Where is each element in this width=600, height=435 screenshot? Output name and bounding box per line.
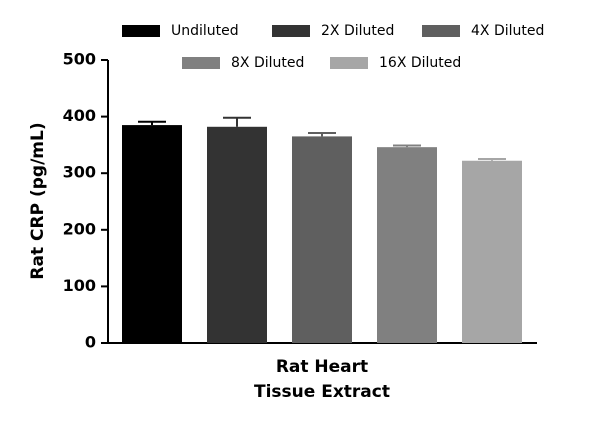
bar (462, 160, 522, 343)
legend-swatch (422, 25, 460, 37)
y-tick-label: 100 (63, 276, 96, 295)
legend-swatch (272, 25, 310, 37)
error-bar (478, 158, 506, 161)
legend-label: 4X Diluted (471, 23, 544, 39)
legend-label: Undiluted (171, 23, 239, 39)
legend-label: 8X Diluted (231, 55, 304, 71)
legend-swatch (182, 57, 220, 69)
y-axis-title: Rat CRP (pg/mL) (28, 122, 48, 279)
bar (122, 125, 182, 343)
error-bar (393, 144, 421, 148)
legend-swatch (330, 57, 368, 69)
error-bar (138, 120, 166, 126)
y-tick-label: 0 (85, 333, 96, 352)
legend-swatch (122, 25, 160, 37)
bar (377, 147, 437, 343)
x-tick-label: Rat Heart Tissue Extract (254, 357, 390, 402)
bar (292, 136, 352, 343)
y-tick-label: 500 (63, 50, 96, 69)
error-bar (223, 116, 251, 127)
y-tick-label: 400 (63, 106, 96, 125)
bar (207, 126, 267, 344)
y-tick-label: 300 (63, 163, 96, 182)
legend-label: 16X Diluted (379, 55, 461, 71)
y-tick-label: 200 (63, 219, 96, 238)
legend-label: 2X Diluted (321, 23, 394, 39)
error-bar (308, 132, 336, 137)
